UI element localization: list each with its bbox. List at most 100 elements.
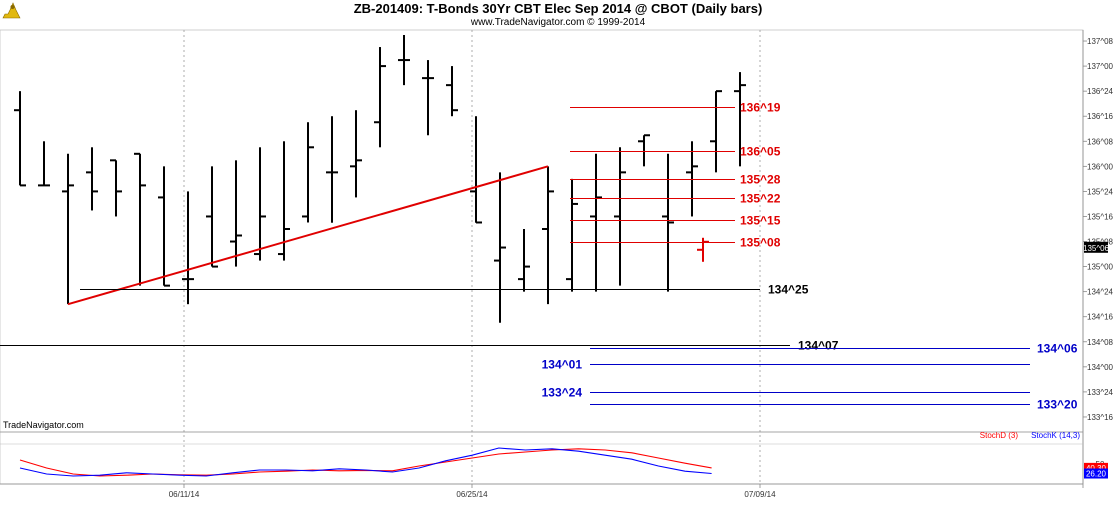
price-bar: [326, 116, 338, 223]
price-level: 136^19: [570, 101, 781, 115]
price-bar: [686, 141, 698, 217]
price-bar: [14, 91, 26, 187]
price-level-label: 134^07: [798, 339, 839, 353]
price-bar: [206, 166, 218, 268]
price-levels: 136^19 136^05 135^28 135^22 135^15 135^08 134^…: [0, 101, 1078, 412]
price-bar: [374, 47, 386, 148]
price-bar: [542, 166, 554, 305]
y-tick-label: 136^00: [1087, 162, 1114, 171]
price-bar: [614, 147, 626, 286]
stoch-legend: StochD (3) StochK (14,3): [980, 431, 1081, 440]
price-bar: [590, 153, 602, 292]
stoch-current-badge: 40.30: [1084, 462, 1108, 473]
price-level-label: 133^20: [1037, 398, 1078, 412]
y-tick-label: 137^08: [1087, 37, 1114, 46]
x-tick-label: 06/25/14: [456, 490, 488, 499]
price-level-label: 135^22: [740, 192, 781, 206]
price-level: 135^28: [570, 173, 781, 187]
price-bar: [350, 110, 362, 198]
price-bar: [494, 172, 506, 323]
stoch-current-badge: 26.20: [1084, 468, 1108, 479]
price-bar: [398, 35, 410, 86]
chart-header: ZB-201409: T-Bonds 30Yr CBT Elec Sep 201…: [354, 1, 763, 28]
stoch-current-label: 26.20: [1086, 470, 1107, 479]
price-bar: [182, 191, 194, 305]
stoch-d-line: [19, 448, 712, 477]
price-level: 134^25: [80, 283, 809, 297]
stoch-current-label: 40.30: [1086, 464, 1107, 473]
y-tick-label: 134^08: [1087, 338, 1114, 347]
price-bar: [158, 166, 170, 287]
tradenavigator-logo-icon: [2, 2, 21, 19]
price-bar: [110, 159, 122, 217]
x-axis: 06/11/14 06/25/14 07/09/14: [0, 483, 1083, 499]
y-tick-label: 135^24: [1087, 187, 1114, 196]
price-level-label: 135^28: [740, 173, 781, 187]
y-tick-label: 135^16: [1087, 212, 1114, 221]
y-tick-label: 137^00: [1087, 62, 1114, 71]
y-tick-label: 136^08: [1087, 137, 1114, 146]
price-level-label: 135^08: [740, 236, 781, 250]
price-level-label: 134^01: [542, 358, 583, 372]
y-tick-label: 135^00: [1087, 263, 1114, 272]
price-level-label: 134^06: [1037, 342, 1078, 356]
price-level: 134^07: [0, 339, 839, 353]
price-bar: [62, 153, 74, 305]
price-bar: [662, 153, 674, 292]
price-bar: [278, 141, 290, 261]
price-bar: [38, 141, 50, 187]
price-level-label: 136^05: [740, 145, 781, 159]
price-level-label: 134^25: [768, 283, 809, 297]
chart-title: ZB-201409: T-Bonds 30Yr CBT Elec Sep 201…: [354, 1, 763, 16]
price-level-label: 136^19: [740, 101, 781, 115]
price-bar: [518, 228, 530, 292]
legend-stoch-d: StochD (3): [980, 431, 1019, 440]
price-level-label: 133^24: [542, 386, 583, 400]
price-level-label: 135^15: [740, 214, 781, 228]
price-bar: [710, 90, 722, 173]
stoch-current-box: [1084, 462, 1108, 473]
price-level: 133^20: [590, 398, 1078, 412]
price-level: 135^08: [570, 236, 781, 250]
stoch-k-line: [19, 447, 712, 477]
price-y-axis: 133^16 133^24 134^00 134^08 134^16 134^24 135^…: [1083, 37, 1114, 422]
y-tick-label: 134^24: [1087, 288, 1114, 297]
price-level: 136^05: [570, 145, 781, 159]
y-tick-label: 136^24: [1087, 87, 1114, 96]
stoch-current-box: [1084, 468, 1108, 479]
last-price-box: [1084, 241, 1108, 253]
x-tick-label: 06/11/14: [169, 490, 200, 499]
plot-frame: [0, 29, 1084, 485]
x-tick-label: 07/09/14: [744, 490, 776, 499]
price-bar: [86, 147, 98, 211]
price-bar: [734, 72, 746, 167]
trend-line: [67, 165, 549, 306]
price-bar: [230, 160, 242, 267]
vertical-grid: [183, 30, 761, 484]
price-bar: [470, 116, 482, 224]
price-level: 134^01: [542, 358, 1030, 372]
price-level: 135^22: [570, 192, 781, 206]
chart-subtitle: www.TradeNavigator.com © 1999-2014: [470, 17, 646, 28]
y-tick-label: 134^00: [1087, 363, 1114, 372]
y-tick-label: 136^16: [1087, 112, 1114, 121]
watermark: TradeNavigator.com: [3, 420, 84, 430]
price-level: 135^15: [570, 214, 781, 228]
price-bar: [254, 147, 266, 261]
y-tick-label: 133^24: [1087, 388, 1114, 397]
last-price-label: 135^06: [1083, 244, 1110, 253]
price-level: 134^06: [590, 342, 1078, 356]
price-level: 133^24: [542, 386, 1030, 400]
y-tick-label: 134^16: [1087, 313, 1114, 322]
y-tick-label: 133^16: [1087, 413, 1114, 422]
price-bar: [302, 122, 314, 223]
price-bar: [134, 152, 146, 286]
price-bar: [566, 178, 578, 292]
price-bar: [422, 60, 434, 136]
last-price-badge: 135^06: [1083, 241, 1110, 253]
price-panel: [14, 35, 746, 323]
legend-stoch-k: StochK (14,3): [1031, 431, 1080, 440]
price-bar: [446, 66, 458, 117]
